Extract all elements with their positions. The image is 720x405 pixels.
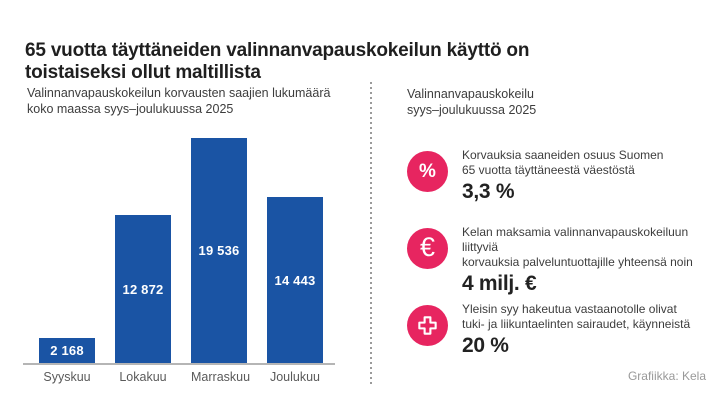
page-title: 65 vuotta täyttäneiden valinnanvapauskok… xyxy=(25,40,625,84)
bar-value-label: 14 443 xyxy=(274,272,316,288)
stat-value: 3,3 % xyxy=(462,180,515,203)
x-axis-label: Marraskuu xyxy=(191,370,251,384)
medical-cross-glyph xyxy=(418,316,437,335)
chart-subtitle-line2: koko maassa syys–joulukuussa 2025 xyxy=(27,101,234,116)
x-axis-line xyxy=(23,363,335,365)
bar-value-label: 2 168 xyxy=(50,343,84,358)
stat-text: Kelan maksamia valinnanvapauskokeiluun l… xyxy=(462,225,707,296)
page-title-line1: 65 vuotta täyttäneiden valinnanvapauskok… xyxy=(25,39,530,61)
stat-description-line2: tuki- ja liikuntaelinten sairaudet, käyn… xyxy=(462,317,691,331)
stat-description-line1: Korvauksia saaneiden osuus Suomen xyxy=(462,148,664,162)
medical-cross-icon xyxy=(407,305,448,346)
x-axis-label: Syyskuu xyxy=(43,370,91,384)
chart-subtitle-line1: Valinnanvapauskokeilun korvausten saajie… xyxy=(27,86,331,100)
stat-value: 4 milj. € xyxy=(462,272,537,295)
stat-description: Kelan maksamia valinnanvapauskokeiluun l… xyxy=(462,225,707,270)
right-panel-heading: Valinnanvapauskokeilu syys–joulukuussa 2… xyxy=(407,87,697,118)
euro-glyph: € xyxy=(419,232,436,262)
stat-description: Yleisin syy hakeutua vastaanotolle oliva… xyxy=(462,302,707,332)
bar-chart: 2 168 12 872 19 536 14 443 Syyskuu Lokak… xyxy=(23,138,335,384)
bar-value-label: 19 536 xyxy=(198,243,240,258)
stat-description-line1: Yleisin syy hakeutua vastaanotolle oliva… xyxy=(462,302,677,316)
percent-icon: % xyxy=(407,151,448,192)
x-axis-labels: Syyskuu Lokakuu Marraskuu Joulukuu xyxy=(23,370,335,384)
bar-syyskuu: 2 168 xyxy=(39,338,95,363)
bar-joulukuu: 14 443 xyxy=(267,197,323,363)
euro-icon: € xyxy=(407,228,448,269)
page-title-line2: toistaiseksi ollut maltillista xyxy=(25,61,261,83)
stat-description-line2: korvauksia palveluntuottajille yhteensä … xyxy=(462,255,693,269)
x-axis-label: Lokakuu xyxy=(119,370,167,384)
dotted-divider xyxy=(370,82,372,386)
stat-item-coverage: % Korvauksia saaneiden osuus Suomen 65 v… xyxy=(407,148,707,204)
bar-chart-bars: 2 168 12 872 19 536 14 443 xyxy=(23,138,335,363)
percent-glyph: % xyxy=(419,160,436,182)
bar-marraskuu: 19 536 xyxy=(191,138,247,363)
stat-text: Korvauksia saaneiden osuus Suomen 65 vuo… xyxy=(462,148,707,204)
chart-subtitle: Valinnanvapauskokeilun korvausten saajie… xyxy=(27,86,357,117)
stat-text: Yleisin syy hakeutua vastaanotolle oliva… xyxy=(462,302,707,358)
stat-description-line1: Kelan maksamia valinnanvapauskokeiluun l… xyxy=(462,225,689,254)
stat-item-visit-reason: Yleisin syy hakeutua vastaanotolle oliva… xyxy=(407,302,707,358)
bar-value-label: 12 872 xyxy=(122,281,164,297)
bar-lokakuu: 12 872 xyxy=(115,215,171,363)
stat-description: Korvauksia saaneiden osuus Suomen 65 vuo… xyxy=(462,148,707,178)
stat-description-line2: 65 vuotta täyttäneestä väestöstä xyxy=(462,163,635,177)
x-axis-label: Joulukuu xyxy=(269,370,321,384)
stat-item-payments: € Kelan maksamia valinnanvapauskokeiluun… xyxy=(407,225,707,296)
stat-value: 20 % xyxy=(462,334,509,357)
right-heading-line1: Valinnanvapauskokeilu xyxy=(407,87,534,101)
credit-text: Grafiikka: Kela xyxy=(627,369,706,383)
right-heading-line2: syys–joulukuussa 2025 xyxy=(407,102,537,117)
